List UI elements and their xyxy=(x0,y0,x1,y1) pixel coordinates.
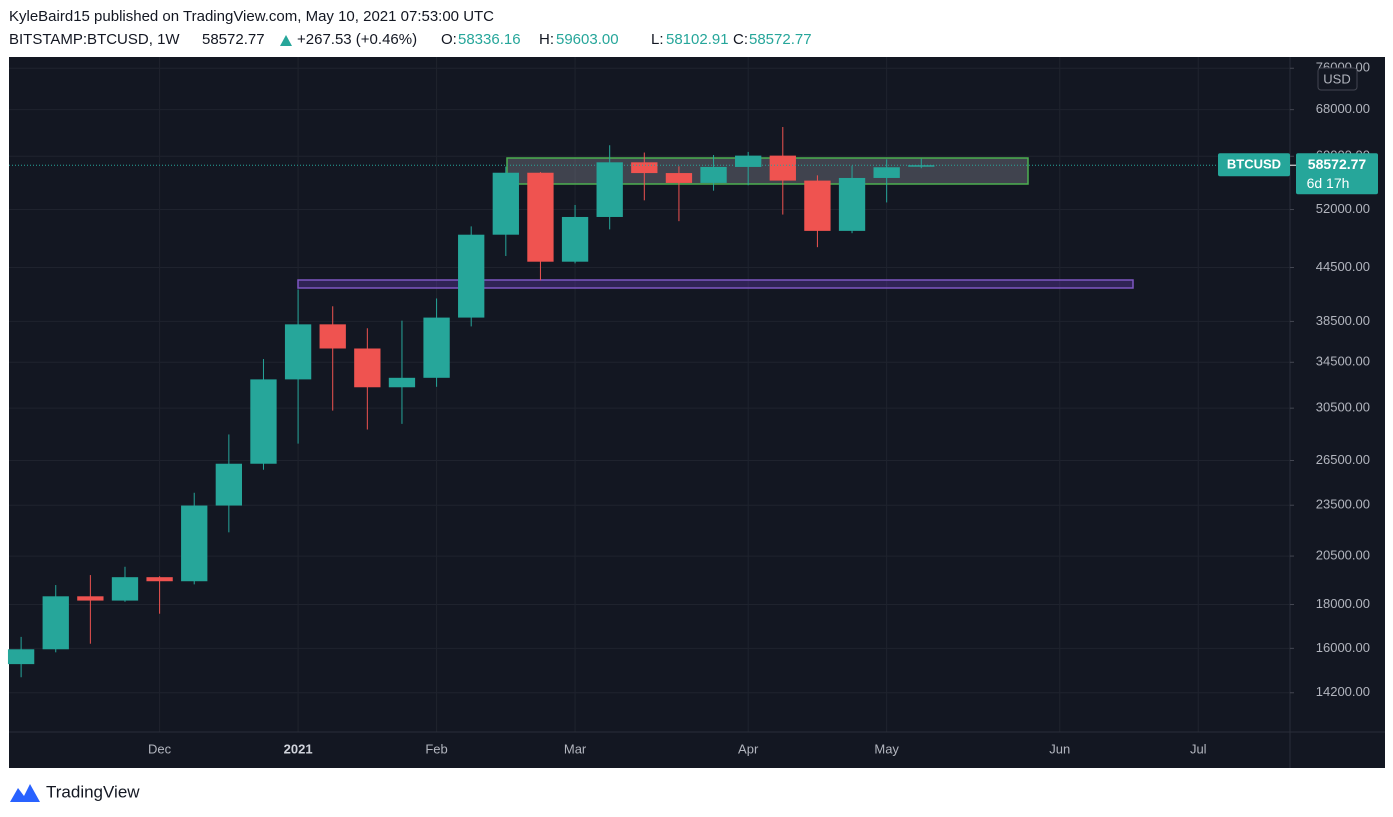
candle-body xyxy=(735,155,762,167)
candle-body xyxy=(700,166,727,183)
price-tag-value: 58572.77 xyxy=(1308,156,1367,172)
candle-body xyxy=(838,177,866,231)
candle-body xyxy=(769,155,796,181)
y-tick-label: 16000.00 xyxy=(1316,640,1370,655)
ohlc-value: 58102.91 xyxy=(666,31,729,48)
symbol-tag-text: BTCUSD xyxy=(1227,157,1281,172)
candle-body xyxy=(527,172,554,262)
x-tick-label: Mar xyxy=(564,741,587,756)
y-tick-label: 26500.00 xyxy=(1316,452,1370,467)
candle-body xyxy=(111,577,139,601)
candle-body xyxy=(458,234,485,318)
x-tick-label: Feb xyxy=(425,741,447,756)
x-tick-label: Dec xyxy=(148,741,172,756)
y-tick-label: 30500.00 xyxy=(1316,400,1370,415)
candle-body xyxy=(631,162,658,174)
price-tag xyxy=(1296,153,1378,195)
y-tick-label: 52000.00 xyxy=(1316,201,1370,216)
ohlc-label: O: xyxy=(441,31,457,48)
candle-body xyxy=(388,377,416,388)
y-tick-label: 34500.00 xyxy=(1316,354,1370,369)
x-tick-label: Jul xyxy=(1190,741,1207,756)
plot-area xyxy=(7,127,1290,678)
price-label: BTCUSD 58572.77 6d 17h xyxy=(1218,153,1378,195)
up-arrow xyxy=(280,35,292,46)
brand: TradingView xyxy=(46,782,140,801)
ohlc-label: L: xyxy=(651,31,664,48)
chart-panel xyxy=(9,57,1385,768)
support-box xyxy=(297,279,1134,289)
ohlc-legend: O: 58336.16 H: 59603.00 L: 58102.91 C: 58572.77 xyxy=(441,31,812,48)
y-tick-label: 44500.00 xyxy=(1316,259,1370,274)
candle-body xyxy=(181,505,208,582)
candle-body xyxy=(354,348,381,388)
axes: 14200.00 16000.00 18000.00 20500.00 23500.00… xyxy=(148,60,1370,757)
price-tag-countdown: 6d 17h xyxy=(1307,175,1350,191)
range-box xyxy=(506,157,1029,185)
ohlc-value: 58572.77 xyxy=(749,31,812,48)
y-tick-label: 68000.00 xyxy=(1316,101,1370,116)
change: +267.53 (+0.46%) xyxy=(297,31,417,48)
y-tick-label: 14200.00 xyxy=(1316,684,1370,699)
logo-icon xyxy=(10,784,40,802)
y-tick-label: 38500.00 xyxy=(1316,313,1370,328)
x-tick-label: May xyxy=(874,741,899,756)
candle-body xyxy=(146,577,173,582)
last-price: 58572.77 xyxy=(202,31,265,48)
symbol: BITSTAMP:BTCUSD, 1W xyxy=(9,31,180,48)
currency-box xyxy=(1317,67,1358,91)
candle-body xyxy=(7,649,35,665)
candle-body xyxy=(492,172,519,235)
ohlc-label: C: xyxy=(733,31,748,48)
y-tick-label: 18000.00 xyxy=(1316,596,1370,611)
candle-body xyxy=(596,162,623,217)
candle-body xyxy=(665,173,693,183)
publisher-line: KyleBaird15 published on TradingView.com… xyxy=(9,8,494,25)
candle-body xyxy=(77,596,104,601)
candle-body xyxy=(873,167,900,178)
currency: USD xyxy=(1323,71,1350,86)
candle-body xyxy=(561,216,589,262)
symbol-tag xyxy=(1218,153,1290,177)
y-tick-label: 23500.00 xyxy=(1316,497,1370,512)
x-tick-label: 2021 xyxy=(284,741,313,756)
x-tick-label: Jun xyxy=(1049,741,1070,756)
ohlc-value: 59603.00 xyxy=(556,31,619,48)
candle-body xyxy=(908,165,935,167)
candle-body xyxy=(284,324,312,380)
candle-body xyxy=(319,324,346,349)
ohlc-value: 58336.16 xyxy=(458,31,521,48)
candle-body xyxy=(42,596,69,650)
y-tick-label: 20500.00 xyxy=(1316,548,1370,563)
candle-body xyxy=(423,317,450,378)
x-tick-label: Apr xyxy=(738,741,759,756)
candle-body xyxy=(250,379,277,464)
candle-body xyxy=(215,463,243,506)
ohlc-label: H: xyxy=(539,31,554,48)
candle-body xyxy=(804,180,831,231)
